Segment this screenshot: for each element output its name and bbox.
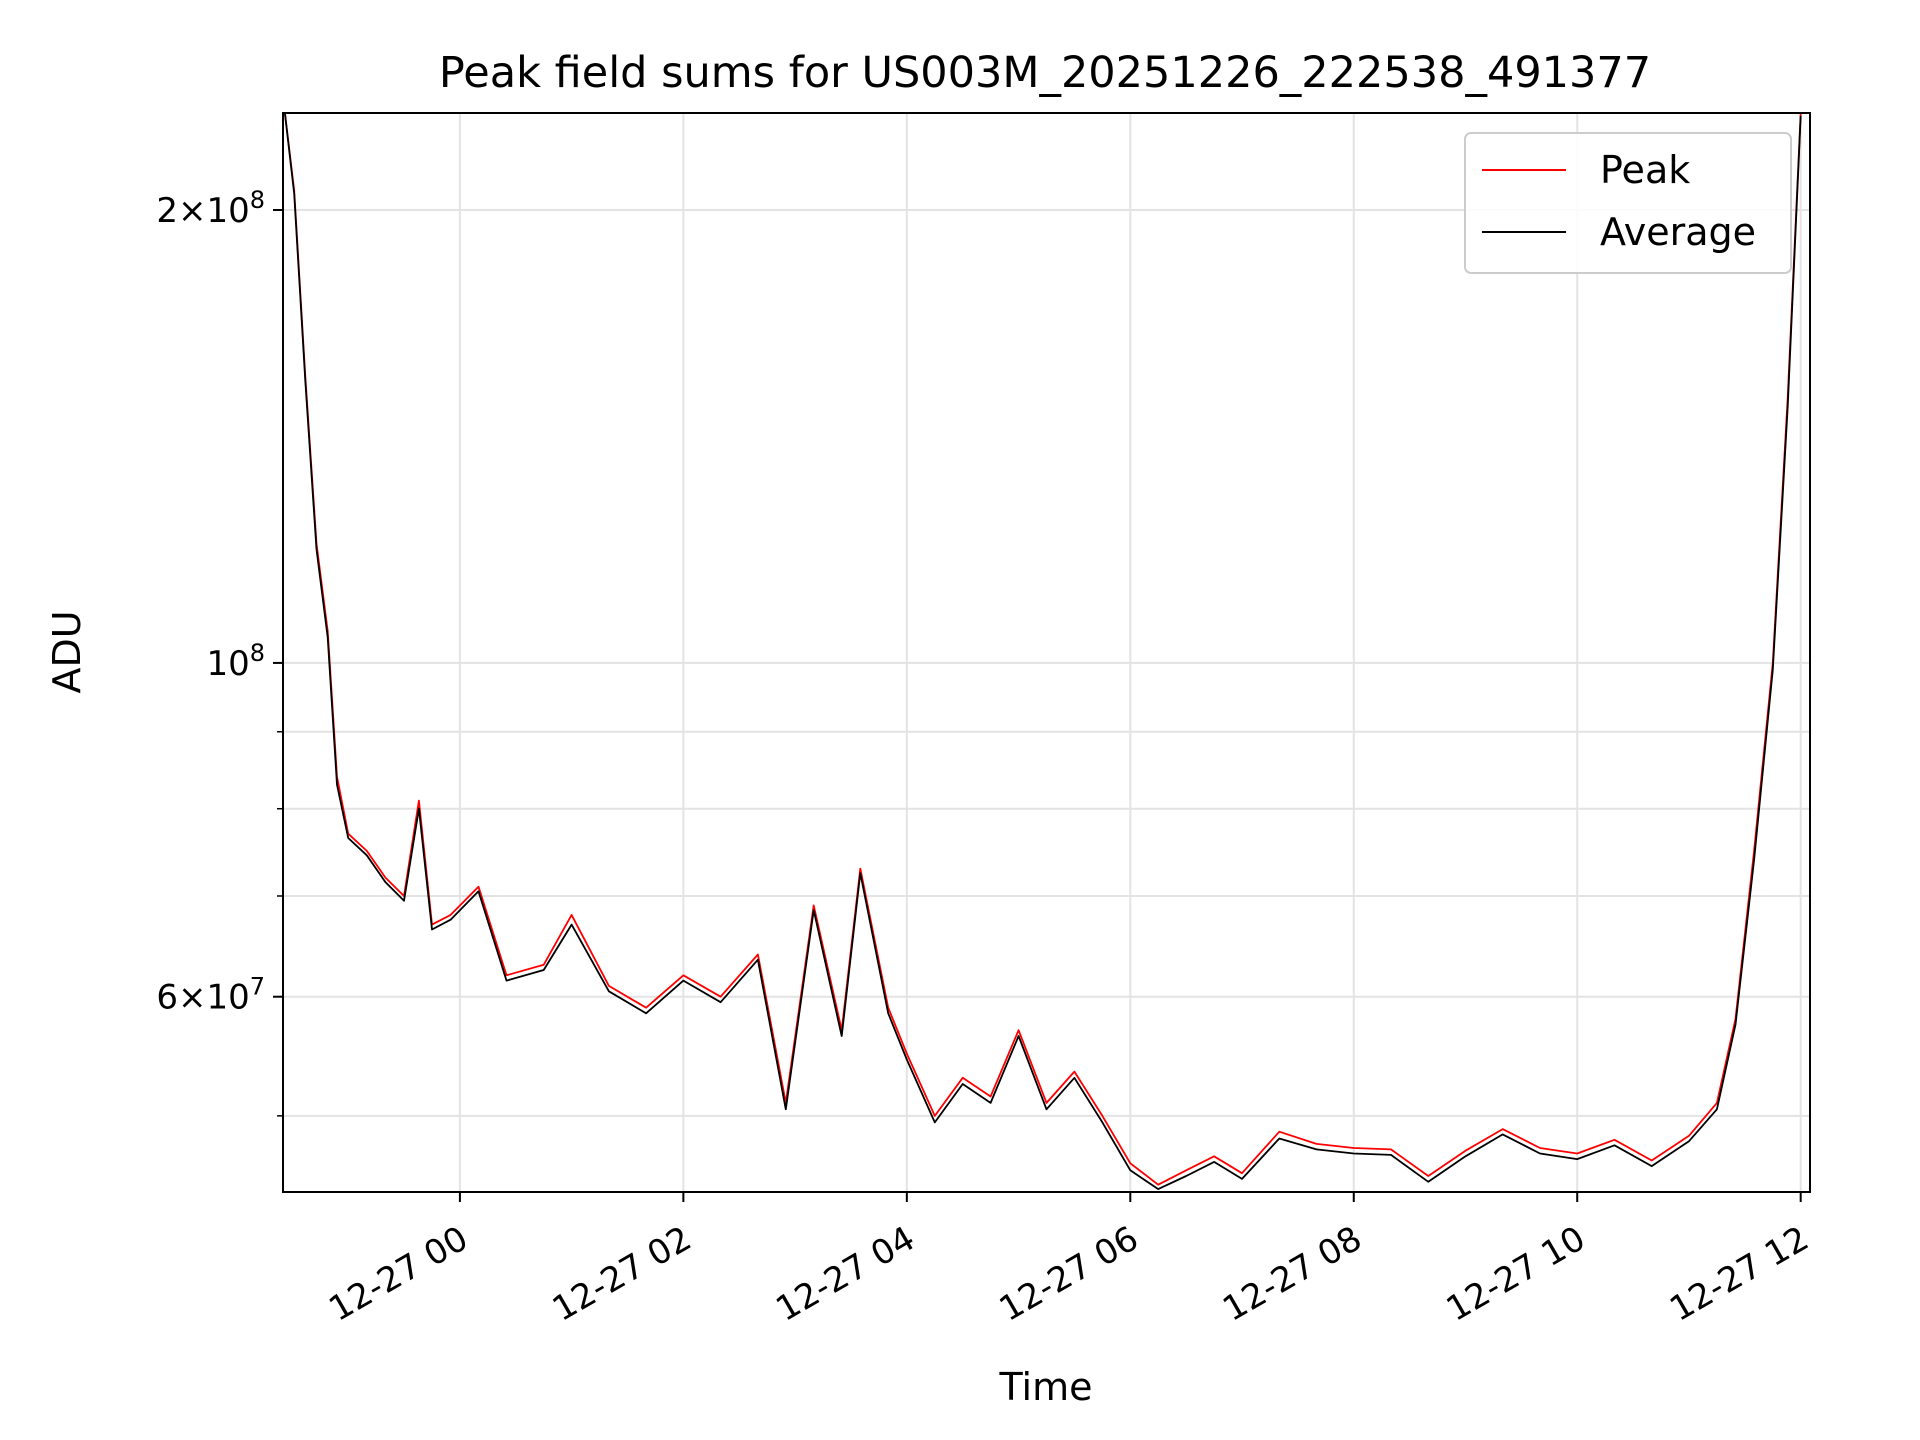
plot-frame: [282, 112, 1811, 1193]
y-axis-title: ADU: [45, 610, 89, 693]
y-tick-label: 6×107: [156, 973, 265, 1018]
legend: Peak Average: [1464, 132, 1792, 274]
y-tick-label: 108: [206, 639, 265, 684]
series-line-peak: [284, 112, 1802, 1186]
x-axis-title: Time: [999, 1365, 1093, 1409]
series-layer: [284, 112, 1802, 1190]
legend-box: [1464, 132, 1792, 274]
legend-label-peak: Peak: [1600, 148, 1690, 192]
y-tick-label: 2×108: [156, 186, 265, 231]
legend-label-average: Average: [1600, 210, 1756, 254]
chart-title: Peak field sums for US003M_20251226_2225…: [439, 48, 1651, 98]
series-line-average: [284, 112, 1802, 1190]
